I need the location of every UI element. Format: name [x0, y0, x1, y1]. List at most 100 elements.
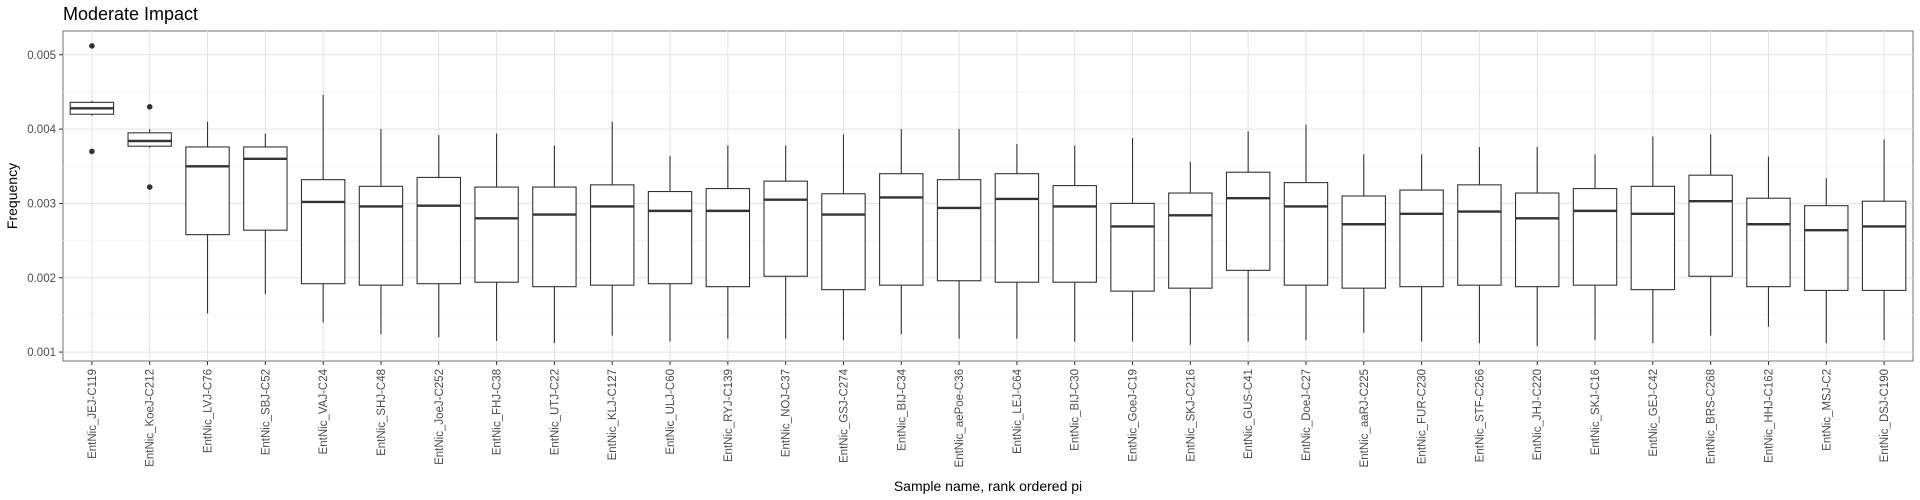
x-tick-label: EntNic_BIJ-C34 [896, 368, 908, 450]
box-8 [474, 133, 519, 341]
box-6 [358, 129, 404, 335]
box-5 [300, 94, 346, 323]
y-tick-label: 0.005 [27, 50, 56, 62]
box-iqr [994, 173, 1040, 283]
box-iqr [589, 184, 635, 286]
x-tick-label: EntNic_DoeJ-C27 [1301, 369, 1313, 461]
x-tick-label: EntNic_RYJ-C139 [723, 369, 735, 462]
box-iqr [474, 186, 519, 283]
outlier-point [89, 43, 95, 49]
box-29 [1688, 134, 1733, 336]
x-tick-label: EntNic_NOJ-C37 [781, 369, 793, 457]
outlier-point [89, 148, 95, 155]
x-tick-label: EntNic_STF-C266 [1474, 369, 1486, 462]
box-iqr [1804, 205, 1849, 291]
x-tick-label: EntNic_SHJ-C48 [376, 369, 388, 456]
x-tick-label: EntNic_JoeJ-C252 [434, 369, 446, 465]
box-iqr [416, 176, 462, 285]
y-tick-label: 0.001 [27, 347, 56, 359]
box-24 [1399, 154, 1444, 342]
x-tick-label: EntNic_KLJ-C127 [607, 369, 619, 460]
box-iqr [358, 185, 404, 286]
x-tick-label: EntNic_MSJ-C2 [1821, 369, 1833, 451]
x-tick-label: EntNic_SBJ-C52 [260, 369, 272, 455]
box-iqr [821, 193, 866, 291]
box-23 [1341, 154, 1387, 333]
x-tick-label: EntNic_GUS-C41 [1243, 369, 1255, 459]
box-22 [1283, 124, 1329, 341]
box-27 [1572, 154, 1618, 341]
box-15 [879, 129, 924, 335]
outlier-point [146, 184, 153, 190]
box-iqr [300, 179, 346, 285]
x-tick-label: EntNic_JHJ-C220 [1532, 369, 1544, 460]
x-tick-label: EntNic_GSJ-C274 [838, 368, 850, 463]
box-12 [705, 145, 751, 339]
box-26 [1514, 146, 1560, 347]
box-iqr [1110, 202, 1155, 292]
x-tick-label: EntNic_GEJ-C42 [1648, 369, 1660, 457]
x-tick-label: EntNic_GoeJ-C19 [1128, 369, 1140, 462]
box-19 [1110, 138, 1155, 342]
box-14 [821, 134, 866, 341]
box-20 [1168, 161, 1213, 345]
x-tick-label: EntNic_LVJ-C76 [203, 369, 215, 453]
x-tick-label: EntNic_HHJ-C162 [1763, 369, 1775, 463]
box-iqr [1688, 174, 1733, 277]
box-iqr [1746, 197, 1791, 288]
box-iqr [647, 190, 693, 285]
box-16 [936, 129, 982, 339]
box-iqr [1283, 182, 1329, 286]
x-tick-label: EntNic_BRS-C268 [1706, 369, 1718, 464]
box-32 [1861, 139, 1907, 341]
box-iqr [1341, 195, 1387, 289]
box-13 [763, 145, 808, 339]
box-iqr [1052, 185, 1097, 283]
box-1 [69, 43, 115, 155]
y-axis: 0.001 0.002 0.003 0.004 0.005 [27, 50, 63, 359]
box-iqr [1572, 188, 1618, 286]
x-tick-label: EntNic_FHJ-C38 [492, 369, 504, 455]
box-18 [1052, 145, 1097, 342]
box-11 [647, 155, 693, 342]
x-tick-label: EntNic_VAJ-C24 [318, 368, 330, 454]
x-tick-label: EntNic_DSJ-C190 [1879, 369, 1891, 462]
box-31 [1804, 178, 1849, 344]
box-iqr [243, 146, 288, 231]
outlier-point [146, 104, 153, 110]
x-tick-label: EntNic_FUR-C230 [1417, 369, 1429, 464]
x-tick-label: EntNic_UTJ-C22 [549, 369, 561, 455]
box-iqr [763, 180, 808, 277]
box-iqr [1630, 185, 1676, 291]
x-axis: EntNic_JEJ-C119 EntNic_KoeJ-C212 EntNic_LV… [87, 361, 1891, 467]
box-4 [243, 133, 288, 295]
box-iqr [705, 188, 751, 288]
y-tick-label: 0.003 [27, 198, 56, 210]
box-21 [1225, 131, 1271, 342]
box-iqr [1457, 184, 1502, 286]
box-25 [1457, 146, 1502, 344]
box-iqr [1514, 192, 1560, 288]
box-2 [127, 104, 172, 190]
box-9 [532, 145, 577, 344]
box-iqr [1399, 189, 1444, 288]
x-tick-label: EntNic_KoeJ-C212 [145, 369, 157, 467]
box-7 [416, 135, 462, 338]
chart-title: Moderate Impact [63, 4, 198, 24]
box-iqr [1225, 171, 1271, 271]
box-iqr [185, 146, 230, 236]
x-tick-label: EntNic_JEJ-C119 [87, 369, 99, 459]
x-axis-title: Sample name, rank ordered pi [894, 478, 1082, 494]
box-iqr [1861, 200, 1907, 291]
y-axis-title: Frequency [4, 163, 20, 229]
box-iqr [127, 132, 172, 147]
box-iqr [936, 179, 982, 282]
x-tick-label: EntNic_SKJ-C216 [1185, 369, 1197, 462]
box-17 [994, 143, 1040, 339]
y-tick-label: 0.004 [27, 124, 56, 136]
box-30 [1746, 156, 1791, 327]
box-series [69, 43, 1907, 347]
box-iqr [532, 186, 577, 288]
x-tick-label: EntNic_BIJ-C30 [1070, 369, 1082, 451]
